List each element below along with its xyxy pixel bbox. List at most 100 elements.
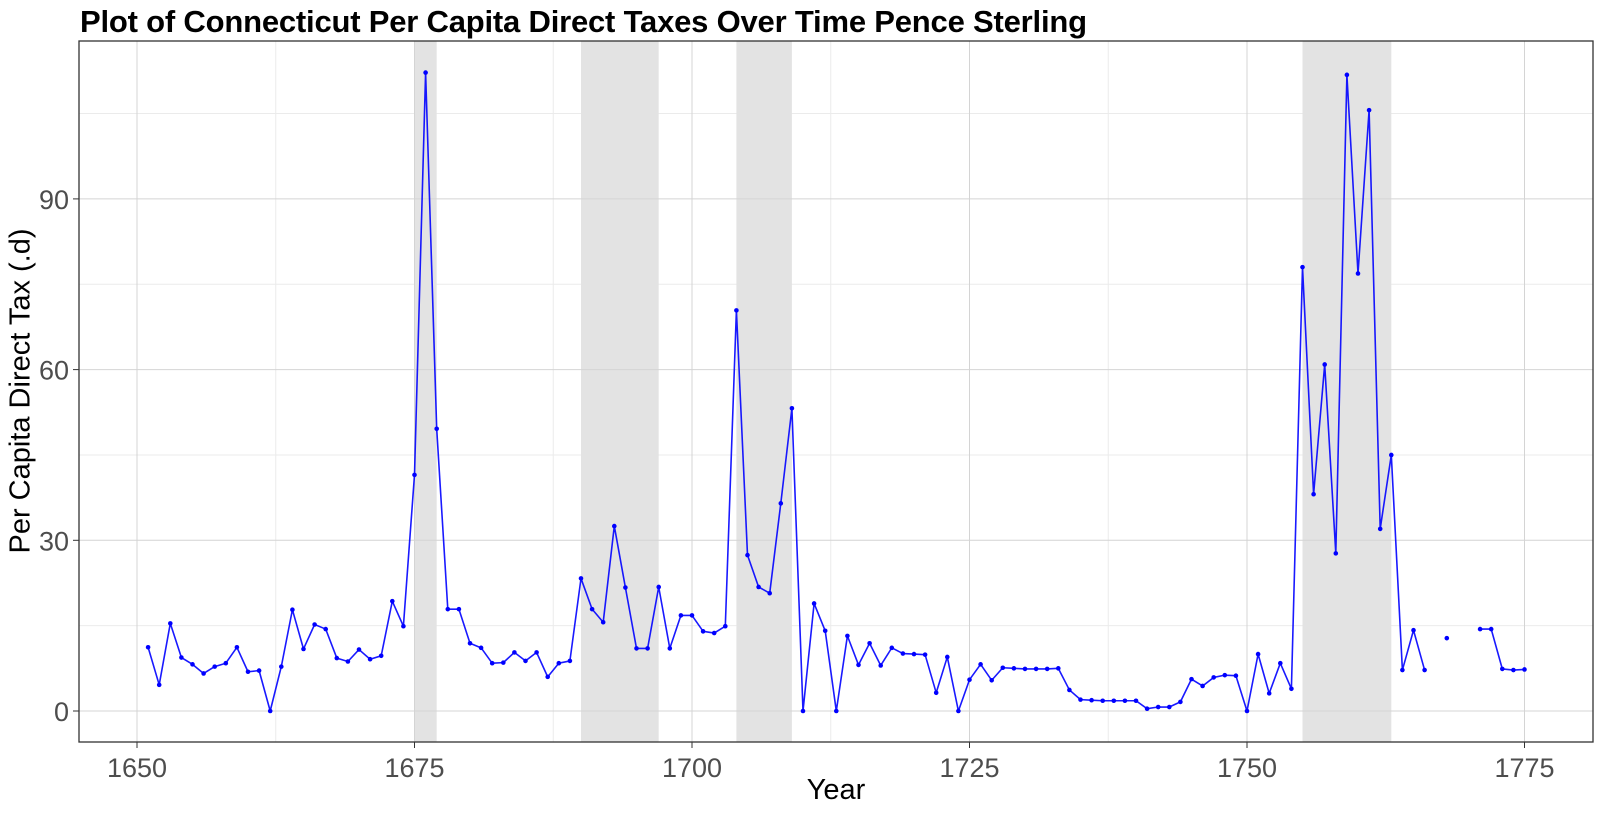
data-point [523, 658, 528, 664]
data-point [1122, 698, 1128, 704]
data-point [545, 674, 550, 680]
data-point [922, 652, 928, 657]
data-point [501, 660, 506, 665]
data-point [689, 613, 695, 618]
data-point [534, 650, 539, 655]
data-point [1144, 706, 1150, 712]
plot-border [78, 40, 1594, 743]
data-point [223, 660, 229, 666]
data-point [234, 644, 240, 650]
data-point [445, 606, 451, 612]
x-tick-label: 1650 [107, 753, 167, 783]
data-point [567, 658, 573, 664]
data-point [1255, 651, 1261, 657]
data-point [1100, 698, 1105, 704]
data-point [556, 660, 562, 666]
data-point [434, 426, 440, 432]
data-point [1400, 667, 1405, 673]
data-point [190, 662, 195, 667]
data-series [145, 70, 1527, 714]
data-point [612, 523, 617, 529]
y-tick-label: 30 [39, 526, 69, 556]
shaded-period [1302, 41, 1392, 742]
y-tick-label: 60 [39, 356, 69, 386]
data-point [778, 501, 784, 506]
data-point [623, 585, 628, 590]
x-tick-label: 1775 [1494, 753, 1554, 783]
data-point [290, 607, 295, 613]
chart-title: Plot of Connecticut Per Capita Direct Ta… [80, 4, 1087, 39]
data-point [1355, 271, 1361, 276]
data-point [1444, 635, 1450, 641]
data-point [256, 668, 262, 673]
data-point [1477, 626, 1483, 632]
data-point [1067, 687, 1072, 693]
data-point [1300, 264, 1305, 270]
data-point [711, 630, 717, 636]
data-point [145, 644, 151, 650]
data-point [423, 70, 428, 75]
data-point [512, 650, 517, 655]
data-point [1111, 698, 1117, 704]
data-point [600, 619, 606, 625]
data-point [168, 621, 173, 626]
data-point [789, 405, 795, 411]
data-point [1522, 667, 1527, 672]
data-point [589, 606, 595, 612]
data-point [179, 655, 184, 660]
shaded-periods [414, 41, 1392, 742]
data-point [878, 663, 883, 668]
data-point [1377, 526, 1383, 532]
data-point [945, 654, 950, 660]
x-tick-label: 1725 [939, 753, 999, 783]
data-point [1178, 699, 1183, 705]
data-point [933, 690, 939, 696]
data-point [1189, 676, 1194, 682]
data-point [1244, 708, 1250, 714]
data-point [634, 646, 639, 651]
data-point [301, 646, 306, 652]
data-point [489, 660, 495, 666]
x-axis-label: Year [806, 774, 866, 806]
x-axis-label-wrap: Year [0, 774, 1600, 807]
data-point [1289, 686, 1294, 692]
data-point [845, 633, 850, 639]
data-point [323, 626, 329, 632]
data-point [467, 640, 473, 646]
data-point [967, 677, 972, 683]
data-point [811, 601, 817, 606]
y-axis-label: Per Capita Direct Tax (.d) [4, 228, 37, 554]
data-point [1044, 666, 1050, 672]
y-axis-ticks: 0 30 60 90 [39, 185, 79, 727]
data-point [745, 552, 750, 558]
data-point [156, 682, 162, 688]
data-point [800, 708, 806, 714]
data-point [1022, 666, 1028, 672]
data-point [334, 655, 340, 661]
data-point [1089, 697, 1094, 703]
data-point [1488, 626, 1494, 632]
data-point [478, 645, 484, 651]
shaded-period [736, 41, 792, 742]
data-point [212, 664, 217, 669]
data-point [856, 662, 861, 668]
data-point [1000, 665, 1006, 671]
x-tick-label: 1675 [384, 753, 444, 783]
data-point [390, 598, 395, 604]
shaded-period [581, 41, 659, 742]
data-point [1389, 452, 1394, 458]
data-point [1322, 362, 1327, 367]
data-point [1333, 551, 1339, 556]
data-point [822, 628, 828, 634]
data-point [245, 669, 251, 675]
data-point [767, 590, 772, 596]
data-point [1422, 667, 1427, 673]
data-point [1078, 697, 1083, 702]
x-tick-label: 1700 [662, 753, 722, 783]
data-point [1411, 627, 1416, 633]
data-point [889, 645, 895, 651]
data-point [1200, 683, 1205, 689]
data-point [978, 662, 983, 667]
data-point [989, 677, 994, 683]
x-axis-ticks: 1650 1675 1700 1725 1750 1775 [107, 742, 1555, 783]
